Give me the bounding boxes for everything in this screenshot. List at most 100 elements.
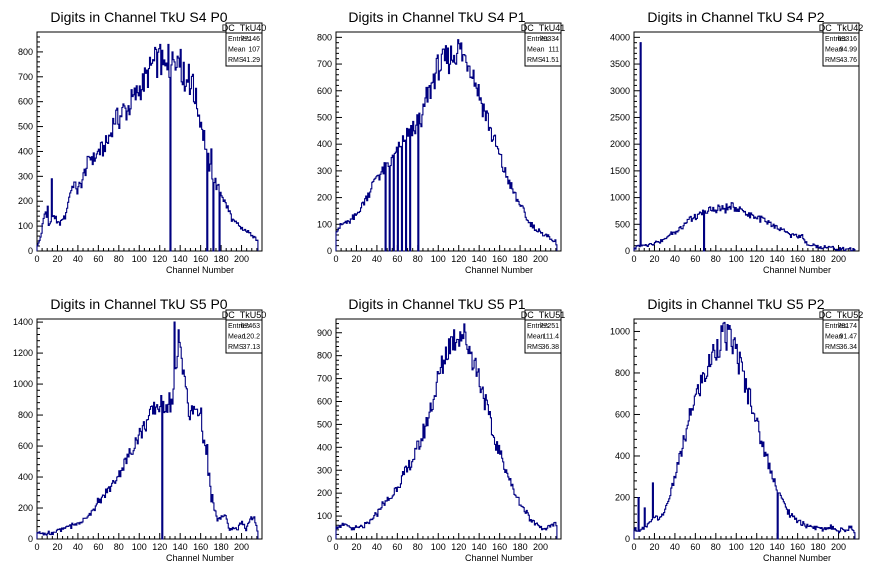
x-tick-label: 180 [811,254,826,264]
stats-value: 111.4 [543,334,560,341]
x-tick-label: 160 [492,254,507,264]
stats-box-name: DC_TkU42 [819,23,864,33]
stats-value: 36.34 [839,344,857,351]
y-tick-label: 700 [18,72,33,82]
y-tick-label: 3000 [610,86,630,96]
y-tick-label: 2000 [610,139,630,149]
x-tick-label: 200 [234,254,249,264]
y-tick-label: 800 [18,47,33,57]
x-tick-label: 20 [351,542,361,552]
x-axis-title: Channel Number [166,553,234,563]
x-tick-label: 180 [214,254,229,264]
x-tick-label: 120 [152,542,167,552]
stats-value: 94.99 [839,47,857,54]
chart-title: Digits in Channel TkU S5 P1 [348,296,525,312]
stats-label: Mean [228,47,246,54]
x-tick-label: 80 [711,542,721,552]
stats-box-frame [524,22,562,67]
x-tick-label: 60 [93,254,103,264]
y-tick-label: 1400 [13,317,33,327]
histogram-panel: Digits in Channel TkU S4 P1 0 20 40 60 80 100 1… [317,9,565,275]
y-tick-label: 500 [615,219,630,229]
y-tick-label: 200 [317,193,332,203]
stats-label: RMS [228,57,244,64]
stats-box-name: DC_TkU51 [521,310,566,320]
y-tick-label: 0 [28,246,33,256]
stats-label: Entries [228,36,250,43]
y-tick-label: 200 [317,488,332,498]
y-tick-label: 600 [317,86,332,96]
y-tick-label: 400 [615,451,630,461]
stats-value: 70334 [540,36,560,43]
y-tick-label: 200 [18,503,33,513]
stats-box-frame [822,22,860,67]
x-tick-label: 180 [513,254,528,264]
x-tick-label: 140 [472,254,487,264]
x-tick-label: 160 [193,542,208,552]
x-tick-label: 80 [114,542,124,552]
x-tick-label: 120 [749,542,764,552]
x-tick-label: 40 [73,254,83,264]
x-tick-label: 0 [631,254,636,264]
y-tick-label: 500 [317,419,332,429]
stats-label: Entries [228,323,250,330]
histogram-panel: Digits in Channel TkU S4 P2 0 20 40 60 80 100 1… [610,9,863,275]
x-tick-label: 40 [73,542,83,552]
stats-box-frame [225,22,263,67]
stats-value: 41.51 [541,57,559,64]
x-tick-label: 200 [533,542,548,552]
y-tick-label: 200 [18,196,33,206]
y-tick-label: 1000 [610,193,630,203]
x-tick-label: 180 [214,542,229,552]
y-tick-label: 600 [18,441,33,451]
stats-label: Mean [825,334,843,341]
x-tick-label: 40 [670,254,680,264]
x-tick-label: 0 [333,254,338,264]
y-tick-label: 200 [615,492,630,502]
stats-label: RMS [527,344,543,351]
stats-label: Mean [527,47,545,54]
x-tick-label: 180 [513,542,528,552]
x-tick-label: 40 [372,254,382,264]
stats-box-name: DC_TkU40 [222,23,267,33]
y-tick-label: 100 [317,511,332,521]
stats-label: Mean [228,334,246,341]
x-tick-label: 20 [52,542,62,552]
histogram-panel: Digits in Channel TkU S4 P0 0 20 40 60 80 100 1… [18,9,266,275]
chart-title: Digits in Channel TkU S4 P0 [50,9,227,25]
x-tick-label: 140 [173,254,188,264]
x-tick-label: 200 [831,254,846,264]
x-tick-label: 60 [392,254,402,264]
y-tick-label: 300 [317,166,332,176]
x-tick-label: 160 [790,542,805,552]
stats-label: RMS [527,57,543,64]
x-tick-label: 20 [649,254,659,264]
x-axis-title: Channel Number [465,265,533,275]
y-tick-label: 400 [317,442,332,452]
y-tick-label: 0 [28,534,33,544]
x-tick-label: 120 [152,254,167,264]
y-tick-label: 400 [18,472,33,482]
y-tick-label: 0 [625,534,630,544]
stats-box-name: DC_TkU52 [819,310,864,320]
stats-value: 41.29 [242,57,260,64]
y-tick-label: 600 [18,97,33,107]
x-tick-label: 0 [631,542,636,552]
stats-label: Entries [527,36,549,43]
stats-value: 111 [548,47,559,54]
x-tick-label: 100 [729,254,744,264]
y-tick-label: 1200 [13,348,33,358]
x-tick-label: 120 [451,254,466,264]
stats-box-name: DC_TkU41 [521,23,566,33]
x-tick-label: 200 [234,542,249,552]
x-tick-label: 140 [173,542,188,552]
stats-value: 107 [248,47,260,54]
x-tick-label: 100 [132,254,147,264]
y-tick-label: 600 [615,409,630,419]
